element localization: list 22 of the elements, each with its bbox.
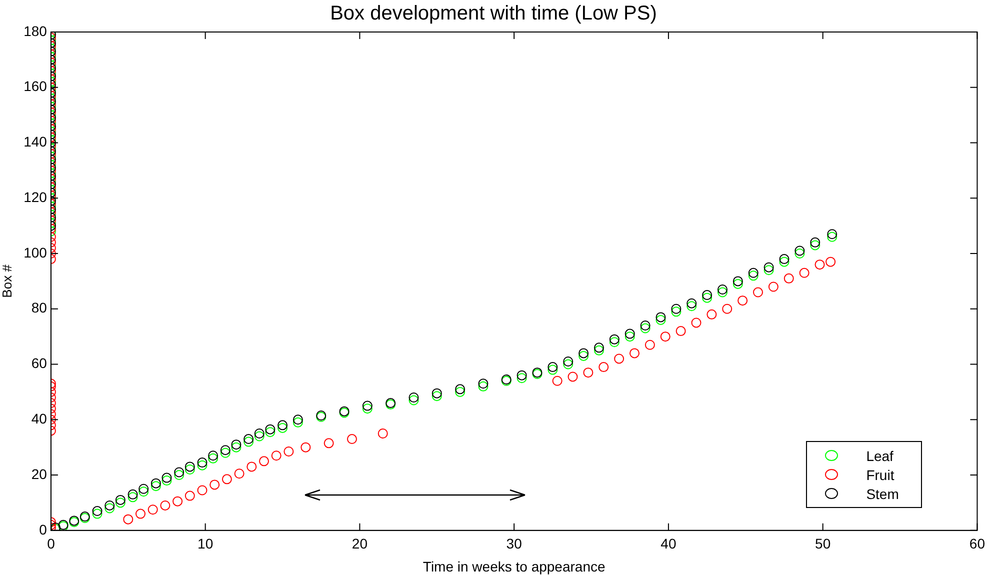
x-axis-title: Time in weeks to appearance [422,558,606,574]
y-tick-label: 160 [24,78,48,94]
y-tick-label: 100 [24,244,48,260]
x-tick-label: 50 [815,536,831,552]
y-tick-label: 120 [24,188,48,205]
legend-label: Fruit [866,466,894,483]
x-tick-label: 60 [969,536,986,552]
x-tick-label: 20 [352,536,368,552]
y-tick-label: 0 [39,521,48,538]
y-tick-label: 60 [31,355,48,372]
y-tick-label: 40 [31,410,48,427]
y-axis-title: Box # [0,264,14,298]
y-tick-label: 140 [24,134,48,150]
legend-label: Leaf [866,448,894,464]
x-tick-label: 40 [660,536,676,552]
chart-title: Box development with time (Low PS) [330,2,657,25]
x-tick-label: 10 [198,536,214,552]
y-tick-label: 20 [31,466,48,482]
legend-label: Stem [866,486,899,502]
y-tick-label: 80 [31,300,48,316]
x-tick-label: 30 [506,536,522,552]
y-tick-label: 180 [24,22,48,39]
